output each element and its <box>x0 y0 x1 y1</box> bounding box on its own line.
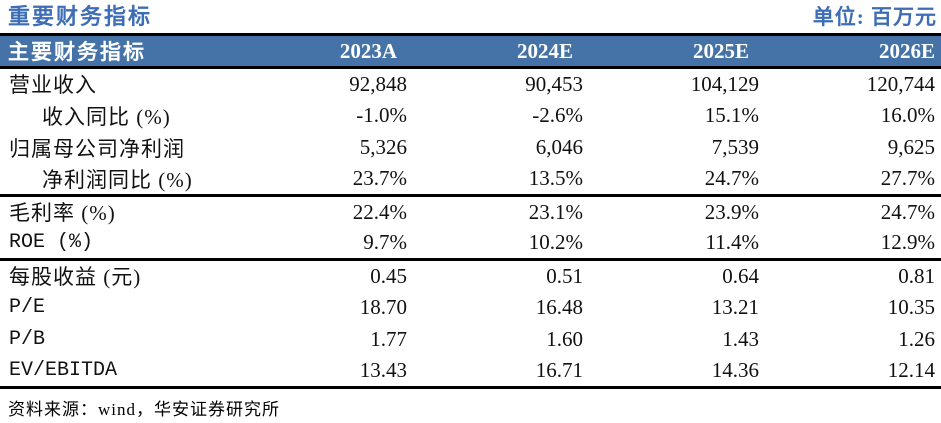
row-label: 归属母公司净利润 <box>9 136 185 161</box>
cell-value: 7,539 <box>711 135 759 159</box>
cell-value: 23.1% <box>528 199 583 224</box>
cell-value: 16.0% <box>880 103 935 127</box>
row-label: 收入同比 (%) <box>42 104 171 129</box>
cell-value: 0.51 <box>546 263 583 288</box>
cell-value: 16.71 <box>535 358 583 383</box>
header-col-2023a: 2023A <box>237 34 413 68</box>
cell-value: 9.7% <box>363 230 407 255</box>
cell-value: 24.7% <box>880 199 935 224</box>
cell-value: 10.35 <box>887 295 935 319</box>
cell-value: 0.45 <box>370 263 407 288</box>
cell-value: 10.2% <box>528 230 583 255</box>
table-row: P/B 1.77 1.60 1.43 1.26 <box>0 324 941 356</box>
financial-metrics-table: 主要财务指标 2023A 2024E 2025E 2026E 营业收入 92,84… <box>0 33 941 389</box>
cell-value: 6,046 <box>535 135 583 159</box>
header-col-2026e: 2026E <box>765 34 941 68</box>
cell-value: 1.77 <box>370 327 407 351</box>
cell-value: 1.43 <box>722 327 759 351</box>
header-col-2024e: 2024E <box>413 34 589 68</box>
cell-value: 5,326 <box>359 135 407 159</box>
row-label: P/E <box>9 296 46 319</box>
cell-value: 9,625 <box>887 135 935 159</box>
cell-value: 27.7% <box>880 166 935 191</box>
cell-value: 12.14 <box>887 358 935 383</box>
cell-value: 0.64 <box>722 263 759 288</box>
source-note: 资料来源：wind，华安证券研究所 <box>8 400 280 419</box>
cell-value: 13.43 <box>359 358 407 383</box>
cell-value: 22.4% <box>352 199 407 224</box>
table-row: EV/EBITDA 13.43 16.71 14.36 12.14 <box>0 356 941 388</box>
cell-value: -1.0% <box>356 103 407 127</box>
table-row: 营业收入 92,848 90,453 104,129 120,744 <box>0 68 941 100</box>
table-row: 净利润同比 (%) 23.7% 13.5% 24.7% 27.7% <box>0 164 941 196</box>
row-label: 每股收益 (元) <box>9 265 142 290</box>
cell-value: 23.7% <box>352 166 407 191</box>
row-label: 营业收入 <box>9 73 97 98</box>
table-row: ROE (%) 9.7% 10.2% 11.4% 12.9% <box>0 228 941 260</box>
cell-value: 16.48 <box>535 295 583 319</box>
cell-value: 13.21 <box>711 295 759 319</box>
cell-value: 13.5% <box>528 166 583 191</box>
cell-value: 90,453 <box>525 71 583 96</box>
unit-label: 单位: 百万元 <box>812 5 937 29</box>
header-metric-label: 主要财务指标 <box>0 34 237 68</box>
row-label: 净利润同比 (%) <box>42 167 193 192</box>
table-row: 归属母公司净利润 5,326 6,046 7,539 9,625 <box>0 132 941 164</box>
cell-value: 0.81 <box>898 263 935 288</box>
cell-value: 11.4% <box>705 230 759 255</box>
table-row: 收入同比 (%) -1.0% -2.6% 15.1% 16.0% <box>0 100 941 132</box>
cell-value: -2.6% <box>532 103 583 127</box>
cell-value: 104,129 <box>690 71 759 96</box>
cell-value: 14.36 <box>711 358 759 383</box>
cell-value: 1.60 <box>546 327 583 351</box>
cell-value: 1.26 <box>898 327 935 351</box>
page-title: 重要财务指标 <box>8 4 153 29</box>
row-label: 毛利率 (%) <box>9 201 116 226</box>
cell-value: 15.1% <box>704 103 759 127</box>
cell-value: 24.7% <box>704 166 759 191</box>
topbar: 重要财务指标 单位: 百万元 <box>0 0 941 33</box>
cell-value: 92,848 <box>349 71 407 96</box>
row-label: P/B <box>9 328 46 351</box>
table-row: P/E 18.70 16.48 13.21 10.35 <box>0 292 941 324</box>
header-col-2025e: 2025E <box>589 34 765 68</box>
row-label: ROE (%) <box>9 231 94 255</box>
cell-value: 120,744 <box>866 71 935 96</box>
cell-value: 18.70 <box>359 295 407 319</box>
cell-value: 23.9% <box>704 199 759 224</box>
cell-value: 12.9% <box>880 230 935 255</box>
table-row: 每股收益 (元) 0.45 0.51 0.64 0.81 <box>0 260 941 292</box>
table-header-row: 主要财务指标 2023A 2024E 2025E 2026E <box>0 34 941 68</box>
row-label: EV/EBITDA <box>9 359 118 383</box>
table-row: 毛利率 (%) 22.4% 23.1% 23.9% 24.7% <box>0 196 941 228</box>
